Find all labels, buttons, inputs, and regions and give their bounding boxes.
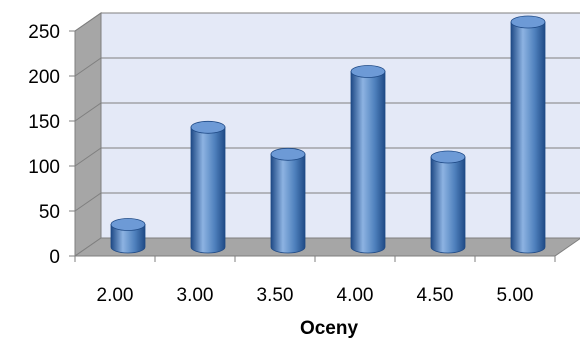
- axes: [69, 30, 556, 262]
- y-tick-label: 0: [49, 247, 60, 268]
- y-tick-label: 200: [28, 67, 60, 88]
- x-axis-tick-labels: 2.00 3.00 3.50 4.00 4.50 5.00: [97, 285, 534, 306]
- bar-body: [430, 156, 466, 254]
- x-axis-title: Oceny: [300, 318, 359, 339]
- bar: [510, 15, 546, 254]
- gridlines: [74, 12, 580, 212]
- bar-body: [350, 71, 386, 254]
- y-tick-label: 50: [39, 202, 60, 223]
- bar: [270, 147, 306, 254]
- bar-body: [510, 21, 546, 254]
- bar-top: [430, 150, 466, 164]
- bars: [110, 15, 546, 254]
- gridline: [74, 57, 580, 77]
- x-tick-label: 5.00: [497, 285, 534, 306]
- floor: [73, 237, 580, 257]
- x-tick-label: 3.50: [257, 285, 294, 306]
- plot-walls: [73, 12, 580, 257]
- back-wall: [100, 12, 580, 239]
- side-wall: [74, 12, 102, 257]
- y-tick-label: 150: [28, 112, 60, 133]
- x-tick-label: 3.00: [177, 285, 214, 306]
- x-tick-label: 2.00: [97, 285, 134, 306]
- bar-body: [270, 153, 306, 254]
- gridline: [74, 12, 580, 32]
- bar-top: [350, 65, 386, 78]
- bar-body: [190, 126, 226, 254]
- bar: [430, 150, 466, 254]
- y-axis-tick-labels: 0 50 100 150 200 250: [28, 22, 60, 268]
- bar-top: [270, 147, 306, 161]
- bar-top: [510, 15, 546, 29]
- y-tick-label: 100: [28, 157, 60, 178]
- bar: [190, 120, 226, 254]
- bar-top: [110, 218, 146, 231]
- bar: [350, 65, 386, 254]
- gridline: [74, 192, 580, 212]
- bar-body: [110, 224, 146, 254]
- x-tick-label: 4.50: [417, 285, 454, 306]
- y-tick-label: 250: [28, 22, 60, 43]
- bar: [110, 218, 146, 254]
- x-tick-label: 4.00: [337, 285, 374, 306]
- gridline: [74, 102, 580, 122]
- gridline: [74, 147, 580, 167]
- bar-top: [190, 120, 226, 134]
